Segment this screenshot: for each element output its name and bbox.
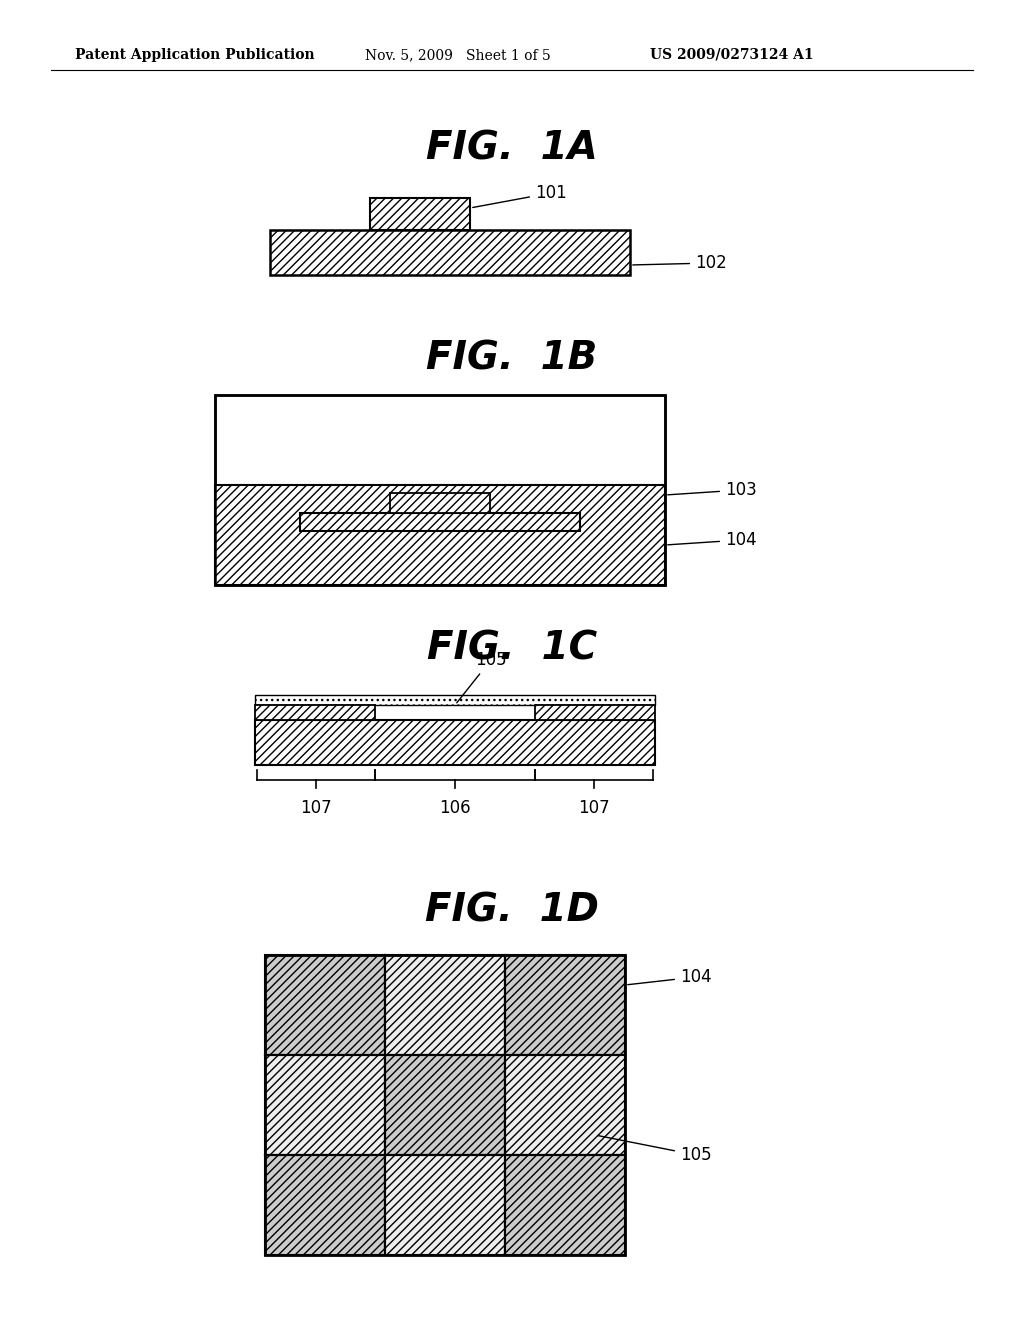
- Text: 106: 106: [439, 799, 471, 817]
- Bar: [505, 1055, 625, 1155]
- Text: 104: 104: [628, 968, 712, 986]
- Text: FIG.  1B: FIG. 1B: [426, 341, 598, 378]
- Text: 101: 101: [473, 183, 566, 207]
- Text: FIG.  1C: FIG. 1C: [427, 630, 597, 668]
- Bar: [535, 705, 655, 719]
- Text: US 2009/0273124 A1: US 2009/0273124 A1: [650, 48, 814, 62]
- Bar: [390, 492, 490, 513]
- Bar: [505, 1155, 625, 1255]
- Text: 105: 105: [457, 651, 507, 702]
- Text: Nov. 5, 2009   Sheet 1 of 5: Nov. 5, 2009 Sheet 1 of 5: [365, 48, 551, 62]
- Bar: [255, 719, 655, 766]
- Text: 107: 107: [300, 799, 332, 817]
- Text: 105: 105: [598, 1135, 712, 1164]
- Bar: [215, 484, 665, 585]
- Bar: [265, 1055, 385, 1155]
- Bar: [265, 954, 385, 1055]
- Text: 103: 103: [668, 480, 757, 499]
- Text: FIG.  1A: FIG. 1A: [426, 129, 598, 168]
- Text: 107: 107: [579, 799, 610, 817]
- Text: 102: 102: [633, 253, 727, 272]
- Bar: [215, 395, 665, 585]
- Bar: [255, 696, 655, 705]
- Bar: [255, 705, 375, 719]
- Bar: [265, 1155, 385, 1255]
- Text: Patent Application Publication: Patent Application Publication: [75, 48, 314, 62]
- Text: 104: 104: [668, 531, 757, 549]
- Bar: [265, 954, 625, 1255]
- Bar: [385, 954, 505, 1055]
- Bar: [385, 1055, 505, 1155]
- Bar: [505, 954, 625, 1055]
- Bar: [370, 198, 470, 230]
- Bar: [300, 513, 580, 531]
- Text: FIG.  1D: FIG. 1D: [425, 892, 599, 931]
- Bar: [270, 230, 630, 275]
- Bar: [385, 1155, 505, 1255]
- Bar: [215, 395, 665, 585]
